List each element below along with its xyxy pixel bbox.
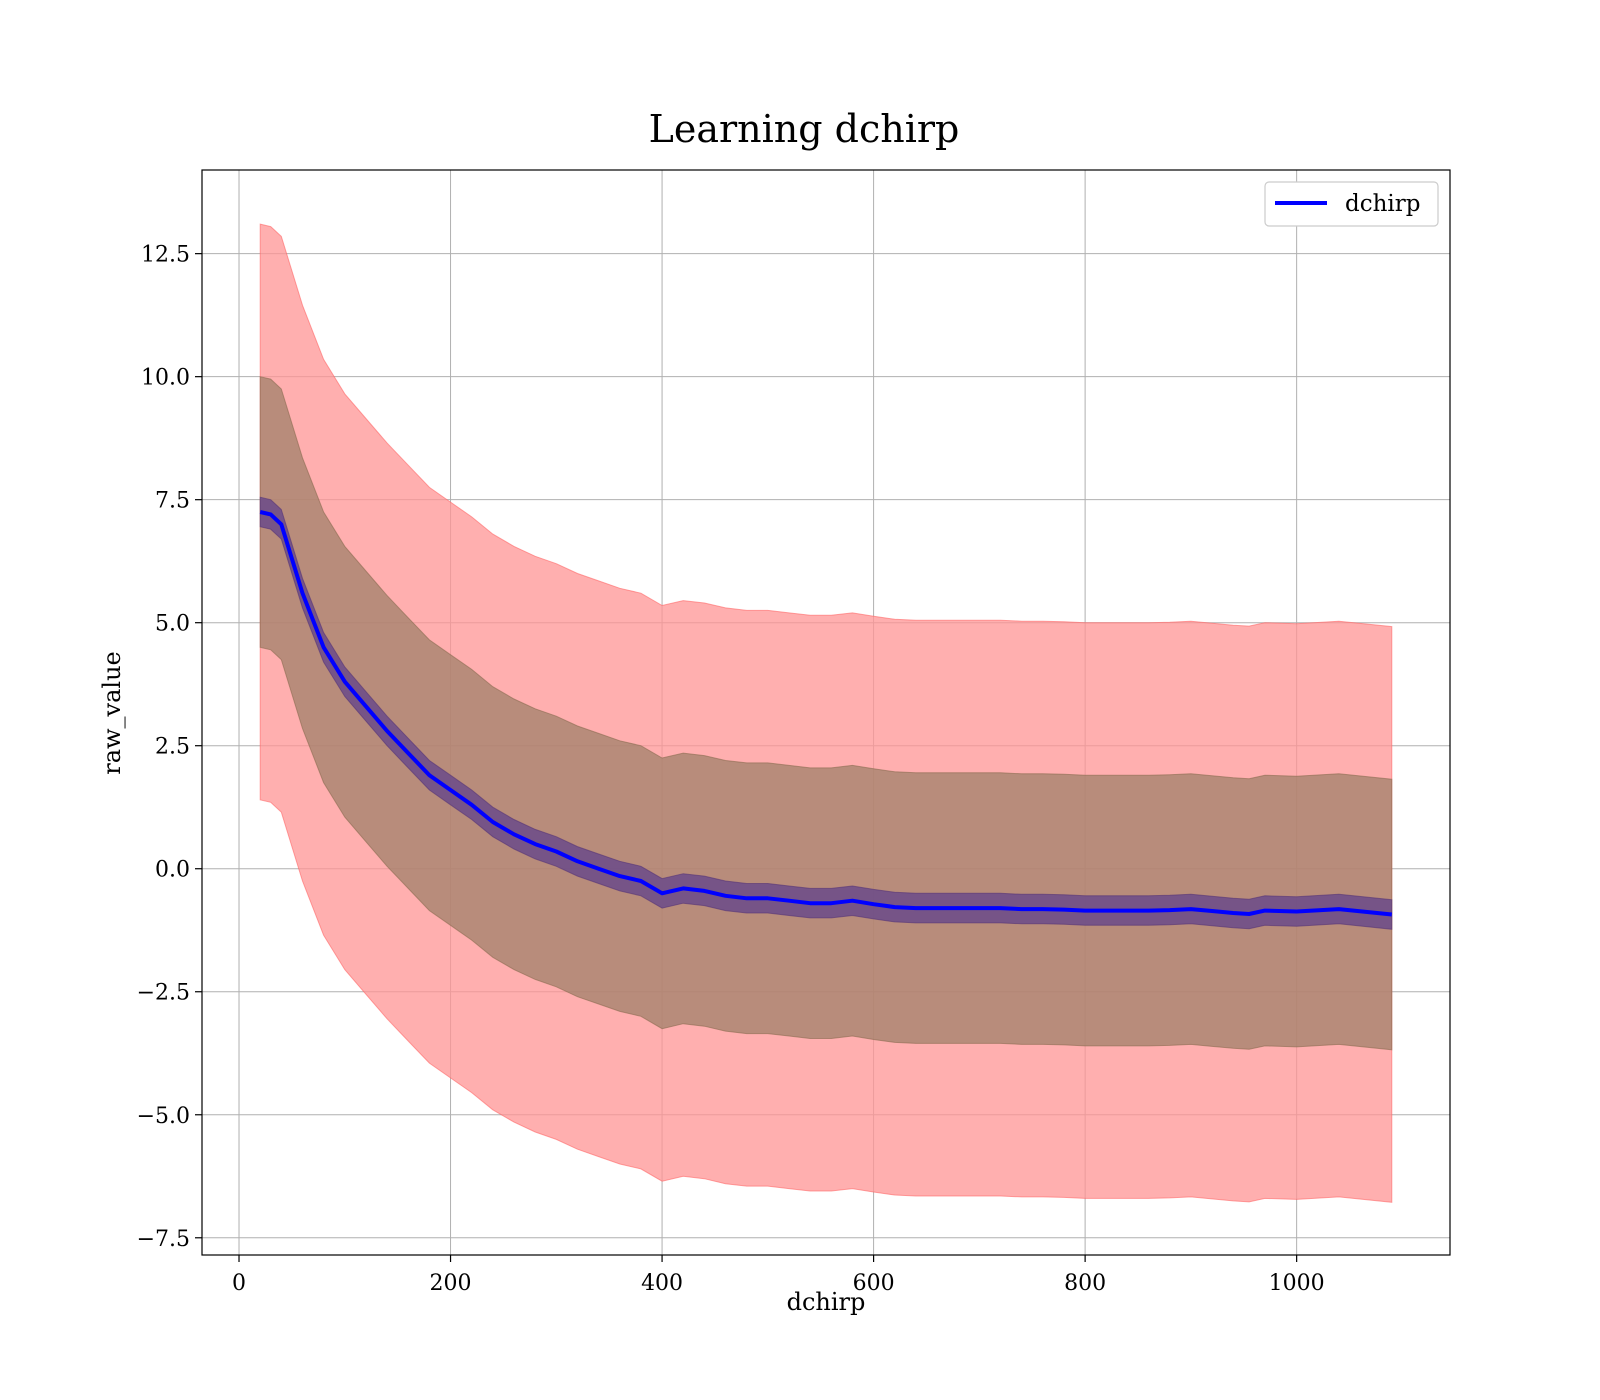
y-axis-label: raw_value <box>98 651 126 775</box>
plot-frame <box>201 169 1451 1256</box>
series-lines <box>259 510 1393 917</box>
x-tick-label-5: 1000 <box>1269 1271 1325 1296</box>
y-tick-label-5: 5.0 <box>155 612 190 637</box>
chart-title: Learning dchirp <box>649 107 960 151</box>
x-tick-label-1: 200 <box>430 1271 472 1296</box>
x-axis-label: dchirp <box>787 1288 866 1316</box>
y-tick-label-4: 2.5 <box>155 735 190 760</box>
x-tick-label-0: 0 <box>232 1271 246 1296</box>
series-line-dchirp <box>259 510 1393 917</box>
legend-label-dchirp: dchirp <box>1345 191 1421 217</box>
legend: dchirp <box>1264 181 1439 227</box>
y-tick-label-6: 7.5 <box>155 489 190 514</box>
y-tick-label-3: 0.0 <box>155 858 190 883</box>
y-tick-label-2: −2.5 <box>137 981 190 1006</box>
x-axis-ticks: 0 200 400 600 800 1000 <box>232 1255 1325 1296</box>
x-tick-label-4: 800 <box>1064 1271 1106 1296</box>
y-axis-ticks: −7.5 −5.0 −2.5 0.0 2.5 5.0 7.5 10.0 12.5 <box>137 243 202 1252</box>
y-tick-label-1: −5.0 <box>137 1104 190 1129</box>
bands <box>259 223 1393 1203</box>
band-middle <box>259 376 1393 1051</box>
y-tick-label-8: 12.5 <box>141 243 190 268</box>
legend-box <box>1264 181 1439 227</box>
x-tick-label-2: 400 <box>641 1271 683 1296</box>
y-tick-label-0: −7.5 <box>137 1227 190 1252</box>
y-tick-label-7: 10.0 <box>141 366 190 391</box>
x-tick-label-3: 600 <box>853 1271 895 1296</box>
band-inner <box>259 496 1393 930</box>
